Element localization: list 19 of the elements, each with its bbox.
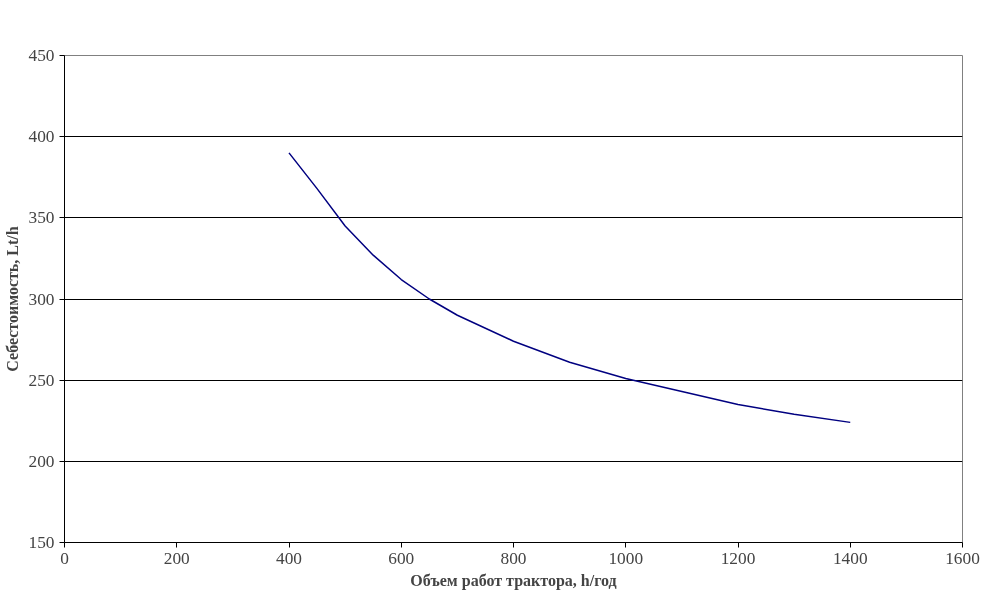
y-tick-label: 450 bbox=[28, 46, 55, 65]
y-axis-title: Себестоимость, Lt/h bbox=[3, 226, 21, 372]
x-tick-label: 1000 bbox=[608, 548, 644, 568]
x-tick-label: 600 bbox=[388, 548, 415, 568]
x-tick-label: 0 bbox=[60, 548, 69, 568]
y-tick-label: 300 bbox=[28, 289, 55, 309]
y-tick-label: 150 bbox=[28, 533, 55, 552]
x-tick-label: 1400 bbox=[832, 548, 868, 568]
line-series bbox=[288, 152, 851, 424]
x-tick-label: 1600 bbox=[945, 548, 980, 568]
y-tick-label: 400 bbox=[28, 127, 55, 147]
y-tick-label: 350 bbox=[28, 208, 55, 228]
x-tick-label: 400 bbox=[276, 548, 302, 568]
x-tick-label: 200 bbox=[163, 548, 190, 568]
x-tick-label: 800 bbox=[500, 548, 527, 568]
y-tick-label: 250 bbox=[28, 370, 55, 390]
y-tick-label: 200 bbox=[28, 451, 55, 471]
x-tick-label: 1200 bbox=[720, 548, 756, 568]
x-axis-title: Объем работ трактора, h/год bbox=[410, 571, 617, 590]
